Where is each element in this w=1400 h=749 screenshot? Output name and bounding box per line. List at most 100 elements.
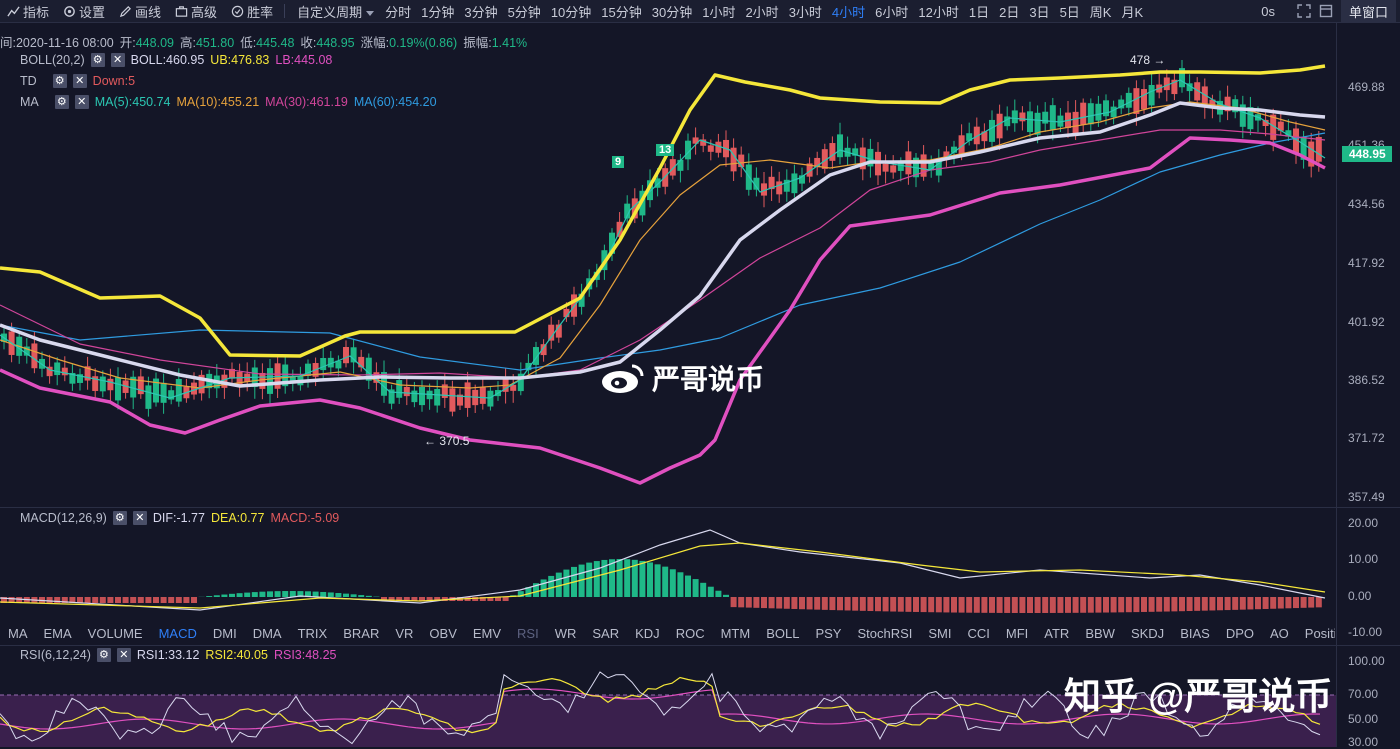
macd-bar	[138, 597, 144, 603]
indicator-tab-wr[interactable]: WR	[547, 626, 585, 641]
td-legend: TD ⚙ ✕ Down:5	[20, 74, 135, 88]
indicator-tab-mtm[interactable]: MTM	[713, 626, 759, 641]
macd-bar	[867, 597, 873, 611]
indicator-tab-boll[interactable]: BOLL	[758, 626, 807, 641]
candle-body	[480, 387, 486, 403]
indicator-tab-ema[interactable]: EMA	[36, 626, 80, 641]
indicator-tab-ao[interactable]: AO	[1262, 626, 1297, 641]
macd-dea-value: DEA:0.77	[211, 511, 265, 525]
indicator-tab-sar[interactable]: SAR	[584, 626, 627, 641]
indicator-tab-bias[interactable]: BIAS	[1172, 626, 1218, 641]
indicator-tab-atr[interactable]: ATR	[1036, 626, 1077, 641]
indicator-tab-rsi[interactable]: RSI	[509, 626, 547, 641]
macd-bar	[647, 562, 653, 597]
macd-bar	[183, 597, 189, 603]
macd-bar	[1133, 597, 1139, 612]
macd-settings-icon[interactable]: ⚙	[113, 511, 127, 525]
candle-body	[1042, 112, 1048, 124]
macd-bar	[1103, 597, 1109, 613]
indicator-tab-bbw[interactable]: BBW	[1077, 626, 1123, 641]
candle-body	[1088, 103, 1094, 124]
macd-bar	[913, 597, 919, 612]
indicator-tab-kdj[interactable]: KDJ	[627, 626, 668, 641]
macd-bar	[1263, 597, 1269, 609]
macd-bar	[875, 597, 881, 611]
macd-bar	[343, 594, 349, 597]
macd-close-icon[interactable]: ✕	[133, 511, 147, 525]
indicator-tab-trix[interactable]: TRIX	[290, 626, 336, 641]
indicator-tab-vr[interactable]: VR	[387, 626, 421, 641]
rsi-settings-icon[interactable]: ⚙	[97, 648, 111, 662]
macd-macd-value: MACD:-5.09	[270, 511, 339, 525]
macd-bar	[115, 597, 121, 603]
candle-body	[191, 383, 197, 395]
axis-tick-label: 357.49	[1348, 490, 1385, 504]
axis-tick-label: 417.92	[1348, 256, 1385, 270]
ma-legend: MA ⚙ ✕ MA(5):450.74 MA(10):455.21 MA(30)…	[20, 95, 437, 109]
rsi3-value: RSI3:48.25	[274, 648, 337, 662]
ma-settings-icon[interactable]: ⚙	[55, 95, 69, 109]
candle-body	[343, 347, 349, 363]
macd-bar	[107, 597, 113, 603]
indicator-tab-obv[interactable]: OBV	[421, 626, 464, 641]
macd-bar	[1209, 597, 1215, 610]
indicator-tab-cci[interactable]: CCI	[960, 626, 998, 641]
macd-bar	[723, 595, 729, 597]
indicator-tab-stochrsi[interactable]: StochRSI	[849, 626, 920, 641]
macd-bar	[237, 593, 243, 597]
low-annotation: ← 370.5	[424, 434, 469, 448]
indicator-tab-mfi[interactable]: MFI	[998, 626, 1036, 641]
indicator-tab-smi[interactable]: SMI	[920, 626, 959, 641]
indicator-tab-skdj[interactable]: SKDJ	[1123, 626, 1172, 641]
candle-body	[1050, 105, 1056, 129]
macd-bar	[769, 597, 775, 608]
macd-bar	[791, 597, 797, 609]
indicator-tab-volume[interactable]: VOLUME	[80, 626, 151, 641]
indicator-tab-roc[interactable]: ROC	[668, 626, 713, 641]
macd-bar	[677, 572, 683, 597]
macd-bar	[1149, 597, 1155, 612]
macd-bar	[799, 597, 805, 609]
macd-bar	[92, 597, 98, 603]
boll-settings-icon[interactable]: ⚙	[91, 53, 105, 67]
ma10-value: MA(10):455.21	[176, 95, 259, 109]
macd-bar	[951, 597, 957, 613]
indicator-tab-emv[interactable]: EMV	[465, 626, 509, 641]
macd-bar	[1217, 597, 1223, 610]
candle-body	[176, 379, 182, 402]
ohlc-low: 低:445.48	[240, 32, 294, 51]
macd-bar	[890, 597, 896, 612]
boll-close-icon[interactable]: ✕	[111, 53, 125, 67]
rsi2-value: RSI2:40.05	[205, 648, 268, 662]
indicator-tab-brar[interactable]: BRAR	[335, 626, 387, 641]
candle-body	[829, 143, 835, 161]
macd-bar	[814, 597, 820, 610]
indicator-tab-dmi[interactable]: DMI	[205, 626, 245, 641]
macd-bar	[1187, 597, 1193, 611]
macd-bar	[1012, 597, 1018, 613]
indicator-tab-dpo[interactable]: DPO	[1218, 626, 1262, 641]
macd-bar	[905, 597, 911, 612]
macd-bar	[85, 597, 91, 603]
ma-close-icon[interactable]: ✕	[75, 95, 89, 109]
macd-bar	[883, 597, 889, 611]
td-close-icon[interactable]: ✕	[73, 74, 87, 88]
indicator-tab-psy[interactable]: PSY	[807, 626, 849, 641]
macd-bar	[845, 597, 851, 610]
candle-body	[662, 168, 668, 187]
candle-body	[404, 387, 410, 396]
ohlc-high: 高:451.80	[180, 32, 234, 51]
macd-bar	[594, 561, 600, 597]
macd-bar	[715, 591, 721, 597]
td-settings-icon[interactable]: ⚙	[53, 74, 67, 88]
boll-lb-line	[0, 138, 1325, 483]
indicator-tab-ma[interactable]: MA	[0, 626, 36, 641]
macd-bar	[1316, 597, 1322, 607]
candle-body	[62, 368, 68, 376]
indicator-tab-position[interactable]: Position	[1297, 626, 1335, 641]
macd-bar	[335, 593, 341, 597]
indicator-tab-dma[interactable]: DMA	[245, 626, 290, 641]
indicator-tab-macd[interactable]: MACD	[151, 626, 205, 641]
candle-body	[100, 377, 106, 392]
rsi-close-icon[interactable]: ✕	[117, 648, 131, 662]
